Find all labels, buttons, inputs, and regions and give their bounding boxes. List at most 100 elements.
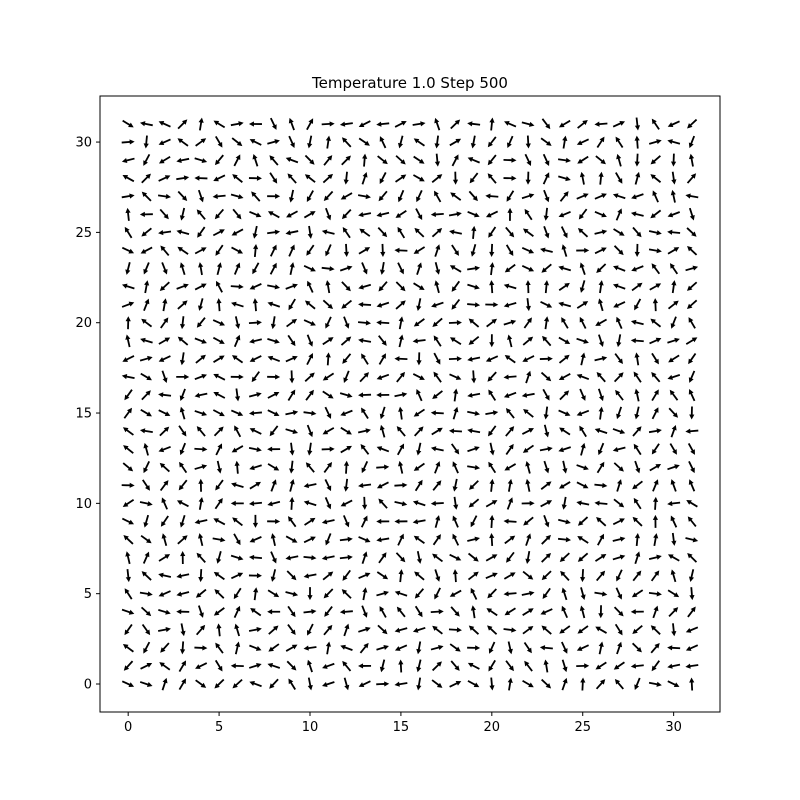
spin-arrow [542,335,552,347]
spin-arrow [503,157,517,163]
spin-arrow [467,283,480,290]
spin-arrow [685,626,699,633]
spin-arrow [322,372,335,381]
spin-arrow [668,354,680,363]
spin-arrow [379,606,387,618]
spin-arrow [596,263,607,273]
spin-arrow [398,460,404,474]
spin-arrow [653,533,659,547]
spin-arrow [467,571,479,581]
spin-arrow [468,336,480,345]
spin-arrow [124,226,133,239]
spin-arrow [341,281,351,292]
spin-arrow [321,446,335,452]
spin-arrow [467,536,480,542]
spin-arrow [248,175,262,181]
spin-arrow [395,281,406,292]
spin-arrow [650,642,660,654]
spin-arrow [449,337,462,346]
spin-arrow [233,533,241,546]
spin-arrow [270,533,276,547]
spin-arrow [177,138,189,147]
spin-arrow [249,338,262,344]
spin-arrow [414,605,423,618]
spin-arrow [686,281,698,291]
spin-arrow [125,551,131,565]
spin-arrow [267,609,281,615]
spin-arrow [196,552,206,563]
spin-arrow [468,318,480,328]
spin-arrow [470,515,478,528]
spin-arrow [562,460,568,474]
spin-arrow [233,605,241,619]
spin-arrow [194,519,208,525]
spin-arrow [267,301,281,308]
spin-arrow [488,641,496,654]
spin-arrow [230,409,244,417]
spin-arrow [414,588,425,599]
spin-arrow [376,446,390,453]
spin-arrow [230,374,244,380]
spin-arrow [634,533,640,547]
spin-arrow [176,591,190,597]
spin-arrow [249,536,262,543]
spin-arrow [504,263,516,273]
spin-arrow [139,501,153,507]
spin-arrow [595,570,606,582]
spin-arrow [248,554,263,560]
spin-arrow [231,445,244,453]
spin-arrow [558,409,571,417]
spin-arrow [540,481,552,490]
spin-arrow [234,388,241,402]
spin-arrow [252,262,260,275]
spin-arrow [198,478,204,492]
spin-arrow [197,605,204,618]
spin-arrow [252,225,258,239]
spin-arrow [521,264,535,272]
spin-arrow [689,677,695,691]
spin-arrow [467,662,480,670]
spin-arrow [652,496,659,510]
x-tick-label: 30 [665,720,682,735]
spin-arrow [631,642,642,653]
spin-arrow [671,532,677,546]
spin-arrow [123,660,134,671]
spin-arrow [304,174,316,183]
spin-arrow [558,373,571,380]
spin-arrow [452,569,458,583]
spin-arrow [160,515,169,527]
spin-arrow [196,209,206,220]
spin-arrow [430,410,444,416]
spin-arrow [649,463,662,472]
spin-arrow [195,679,207,688]
spin-arrow [267,446,281,452]
spin-arrow [412,121,426,127]
spin-arrow [342,227,351,239]
spin-arrow [595,626,607,634]
spin-arrow [430,609,444,615]
spin-arrow [376,590,389,597]
spin-arrow [595,679,606,690]
spin-arrow [576,337,589,344]
spin-arrow [667,645,681,651]
spin-arrow [234,460,240,474]
spin-arrow [525,460,531,474]
spin-arrow [413,462,425,471]
spin-arrow [558,210,571,218]
spin-arrow [558,446,571,453]
spin-arrow [634,153,640,167]
spin-arrow [234,623,241,637]
spin-arrow [341,299,353,309]
spin-arrow [598,641,604,655]
spin-arrow [431,301,444,308]
spin-arrow [343,623,350,637]
spin-arrow [450,119,461,130]
spin-arrow [596,136,605,148]
spin-arrow [486,318,498,328]
spin-arrow [179,461,188,474]
spin-arrow [561,317,569,329]
spin-arrow [667,139,681,145]
spin-arrow [270,551,277,564]
spin-arrow [485,410,499,416]
spin-arrow [596,517,607,527]
